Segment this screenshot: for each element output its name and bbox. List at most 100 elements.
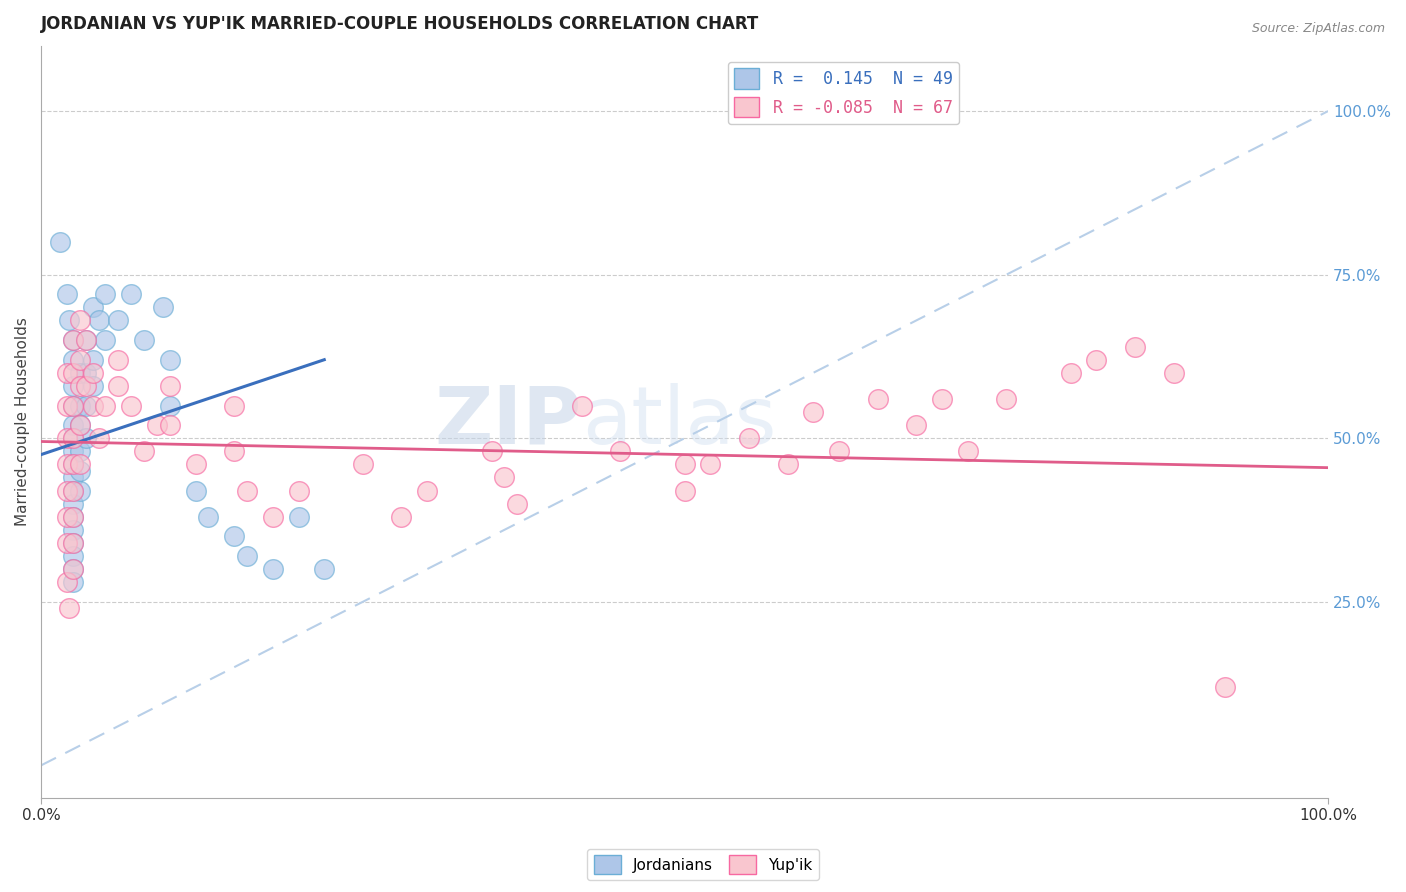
Point <box>352 458 374 472</box>
Point <box>107 352 129 367</box>
Point <box>69 366 91 380</box>
Point <box>69 464 91 478</box>
Point <box>62 418 84 433</box>
Point <box>62 509 84 524</box>
Point <box>56 287 79 301</box>
Point <box>107 313 129 327</box>
Point <box>69 352 91 367</box>
Point <box>995 392 1018 406</box>
Point <box>776 458 799 472</box>
Point <box>571 399 593 413</box>
Point <box>1213 680 1236 694</box>
Point <box>75 379 97 393</box>
Point <box>159 418 181 433</box>
Point <box>120 399 142 413</box>
Point <box>82 399 104 413</box>
Point <box>224 399 246 413</box>
Point <box>699 458 721 472</box>
Point <box>69 313 91 327</box>
Point <box>62 536 84 550</box>
Point <box>107 379 129 393</box>
Point <box>56 575 79 590</box>
Point <box>62 431 84 445</box>
Point <box>62 509 84 524</box>
Point <box>62 562 84 576</box>
Point <box>87 313 110 327</box>
Point <box>62 470 84 484</box>
Point <box>62 333 84 347</box>
Point <box>673 483 696 498</box>
Point <box>69 379 91 393</box>
Point <box>94 399 117 413</box>
Point <box>82 379 104 393</box>
Point <box>1085 352 1108 367</box>
Point <box>62 483 84 498</box>
Point <box>673 458 696 472</box>
Point <box>56 399 79 413</box>
Point <box>62 366 84 380</box>
Text: Source: ZipAtlas.com: Source: ZipAtlas.com <box>1251 22 1385 36</box>
Point <box>62 399 84 413</box>
Point <box>75 431 97 445</box>
Point <box>146 418 169 433</box>
Point <box>62 379 84 393</box>
Point <box>828 444 851 458</box>
Point <box>262 509 284 524</box>
Point <box>132 444 155 458</box>
Legend: R =  0.145  N = 49, R = -0.085  N = 67: R = 0.145 N = 49, R = -0.085 N = 67 <box>728 62 959 124</box>
Point <box>866 392 889 406</box>
Point <box>62 549 84 563</box>
Point <box>62 483 84 498</box>
Point <box>1123 340 1146 354</box>
Point <box>75 333 97 347</box>
Point <box>905 418 928 433</box>
Point <box>236 483 259 498</box>
Point <box>287 509 309 524</box>
Point <box>62 536 84 550</box>
Point <box>314 562 336 576</box>
Point <box>69 444 91 458</box>
Point <box>58 601 80 615</box>
Point <box>69 483 91 498</box>
Point <box>62 523 84 537</box>
Point <box>956 444 979 458</box>
Point <box>197 509 219 524</box>
Point <box>58 313 80 327</box>
Point <box>56 458 79 472</box>
Point <box>506 497 529 511</box>
Point <box>184 483 207 498</box>
Legend: Jordanians, Yup'ik: Jordanians, Yup'ik <box>588 849 818 880</box>
Text: atlas: atlas <box>582 383 776 461</box>
Point <box>94 333 117 347</box>
Point <box>75 399 97 413</box>
Point <box>62 399 84 413</box>
Point <box>416 483 439 498</box>
Text: JORDANIAN VS YUP'IK MARRIED-COUPLE HOUSEHOLDS CORRELATION CHART: JORDANIAN VS YUP'IK MARRIED-COUPLE HOUSE… <box>41 15 759 33</box>
Point <box>82 301 104 315</box>
Point <box>56 509 79 524</box>
Point <box>609 444 631 458</box>
Point <box>62 497 84 511</box>
Point <box>56 366 79 380</box>
Point <box>287 483 309 498</box>
Text: ZIP: ZIP <box>434 383 582 461</box>
Point <box>224 529 246 543</box>
Point <box>56 431 79 445</box>
Point <box>75 366 97 380</box>
Point <box>738 431 761 445</box>
Point <box>159 379 181 393</box>
Point <box>69 458 91 472</box>
Point <box>94 287 117 301</box>
Point <box>62 562 84 576</box>
Point <box>159 352 181 367</box>
Point <box>391 509 413 524</box>
Point <box>801 405 824 419</box>
Point <box>62 431 84 445</box>
Point <box>132 333 155 347</box>
Y-axis label: Married-couple Households: Married-couple Households <box>15 318 30 526</box>
Point <box>69 399 91 413</box>
Point <box>56 483 79 498</box>
Point <box>931 392 953 406</box>
Point <box>49 235 72 249</box>
Point <box>82 352 104 367</box>
